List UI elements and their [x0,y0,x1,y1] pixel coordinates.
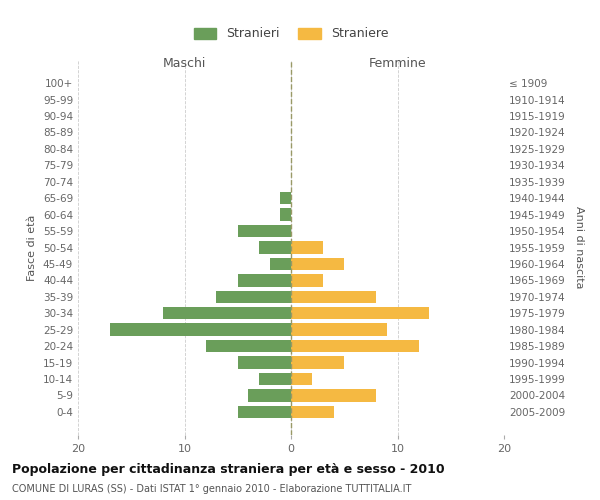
Text: Maschi: Maschi [163,57,206,70]
Y-axis label: Fasce di età: Fasce di età [28,214,37,280]
Bar [291,340,419,352]
Bar [291,373,313,385]
Text: Popolazione per cittadinanza straniera per età e sesso - 2010: Popolazione per cittadinanza straniera p… [12,462,445,475]
Bar [291,356,344,368]
Bar [291,324,387,336]
Bar [291,307,430,320]
Bar [217,290,291,303]
Text: COMUNE DI LURAS (SS) - Dati ISTAT 1° gennaio 2010 - Elaborazione TUTTITALIA.IT: COMUNE DI LURAS (SS) - Dati ISTAT 1° gen… [12,484,412,494]
Bar [259,373,291,385]
Bar [238,225,291,237]
Bar [110,324,291,336]
Bar [238,274,291,286]
Bar [248,389,291,402]
Legend: Stranieri, Straniere: Stranieri, Straniere [187,21,395,46]
Bar [291,406,334,418]
Bar [291,258,344,270]
Bar [270,258,291,270]
Bar [291,290,376,303]
Bar [291,274,323,286]
Bar [259,242,291,254]
Bar [163,307,291,320]
Y-axis label: Anni di nascita: Anni di nascita [574,206,584,289]
Bar [291,389,376,402]
Bar [291,242,323,254]
Text: Femmine: Femmine [368,57,427,70]
Bar [238,406,291,418]
Bar [280,208,291,221]
Bar [206,340,291,352]
Bar [238,356,291,368]
Bar [280,192,291,204]
